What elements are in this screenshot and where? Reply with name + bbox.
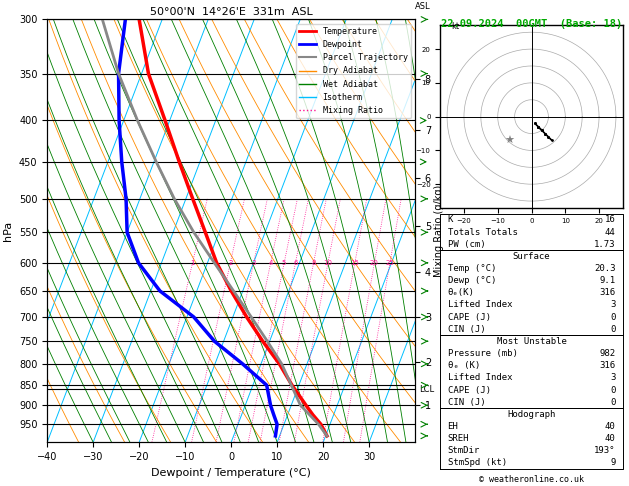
Text: 5: 5	[282, 260, 286, 266]
Text: 2: 2	[228, 260, 233, 266]
Text: 40: 40	[604, 422, 615, 431]
Text: 22.09.2024  00GMT  (Base: 18): 22.09.2024 00GMT (Base: 18)	[441, 19, 622, 30]
Text: CAPE (J): CAPE (J)	[448, 385, 491, 395]
Text: 3: 3	[610, 373, 615, 382]
Text: CIN (J): CIN (J)	[448, 398, 485, 407]
Text: © weatheronline.co.uk: © weatheronline.co.uk	[479, 474, 584, 484]
Y-axis label: Mixing Ratio (g/kg): Mixing Ratio (g/kg)	[434, 185, 444, 277]
Text: 20: 20	[370, 260, 379, 266]
Text: km
ASL: km ASL	[415, 0, 431, 11]
Title: 50°00'N  14°26'E  331m  ASL: 50°00'N 14°26'E 331m ASL	[150, 7, 313, 17]
Text: Most Unstable: Most Unstable	[496, 337, 567, 346]
Text: StmSpd (kt): StmSpd (kt)	[448, 458, 507, 468]
Text: Hodograph: Hodograph	[508, 410, 555, 419]
Text: 0: 0	[610, 312, 615, 322]
Text: 193°: 193°	[594, 446, 615, 455]
Text: StmDir: StmDir	[448, 446, 480, 455]
Text: 0: 0	[610, 325, 615, 334]
Text: 1.73: 1.73	[594, 240, 615, 249]
Text: 0: 0	[610, 398, 615, 407]
Text: 44: 44	[604, 227, 615, 237]
Text: 40: 40	[604, 434, 615, 443]
X-axis label: kt: kt	[451, 22, 459, 31]
Text: Lifted Index: Lifted Index	[448, 373, 512, 382]
Text: EH: EH	[448, 422, 459, 431]
Text: Pressure (mb): Pressure (mb)	[448, 349, 518, 358]
Text: 316: 316	[599, 361, 615, 370]
Text: 20.3: 20.3	[594, 264, 615, 273]
Text: 6: 6	[293, 260, 298, 266]
Text: 982: 982	[599, 349, 615, 358]
Text: PW (cm): PW (cm)	[448, 240, 485, 249]
Text: 4: 4	[269, 260, 273, 266]
Text: 25: 25	[386, 260, 394, 266]
Text: θₑ (K): θₑ (K)	[448, 361, 480, 370]
Text: K: K	[448, 215, 453, 225]
Text: 16: 16	[604, 215, 615, 225]
Text: CAPE (J): CAPE (J)	[448, 312, 491, 322]
Text: ★: ★	[504, 136, 515, 146]
Text: 3: 3	[252, 260, 256, 266]
Text: θₑ(K): θₑ(K)	[448, 288, 474, 297]
Text: 1: 1	[190, 260, 195, 266]
Text: Temp (°C): Temp (°C)	[448, 264, 496, 273]
Text: LCL: LCL	[420, 385, 435, 394]
Text: Dewp (°C): Dewp (°C)	[448, 276, 496, 285]
Text: SREH: SREH	[448, 434, 469, 443]
Legend: Temperature, Dewpoint, Parcel Trajectory, Dry Adiabat, Wet Adiabat, Isotherm, Mi: Temperature, Dewpoint, Parcel Trajectory…	[296, 24, 411, 118]
Text: 316: 316	[599, 288, 615, 297]
Y-axis label: hPa: hPa	[3, 221, 13, 241]
Text: Totals Totals: Totals Totals	[448, 227, 518, 237]
Text: Surface: Surface	[513, 252, 550, 261]
Text: CIN (J): CIN (J)	[448, 325, 485, 334]
X-axis label: Dewpoint / Temperature (°C): Dewpoint / Temperature (°C)	[151, 468, 311, 478]
Text: 0: 0	[610, 385, 615, 395]
Text: 15: 15	[350, 260, 359, 266]
Text: 9: 9	[610, 458, 615, 468]
Text: 8: 8	[311, 260, 316, 266]
Text: 3: 3	[610, 300, 615, 310]
Text: 10: 10	[323, 260, 333, 266]
Text: 9.1: 9.1	[599, 276, 615, 285]
Text: Lifted Index: Lifted Index	[448, 300, 512, 310]
